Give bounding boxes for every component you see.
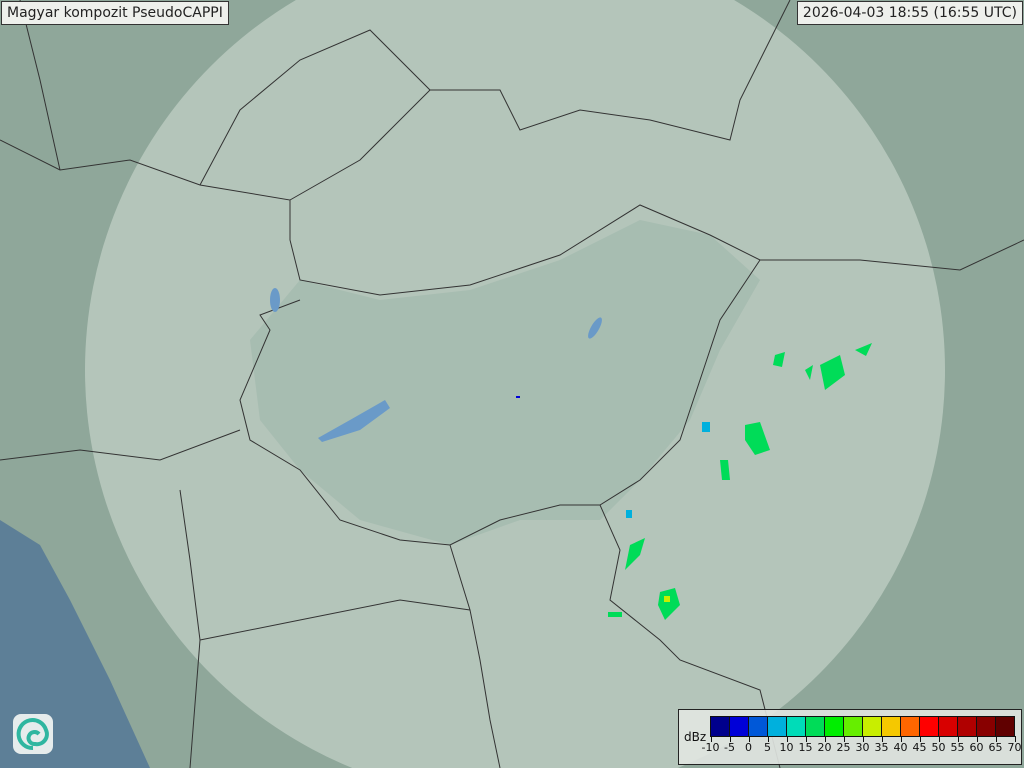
legend-swatch: [730, 717, 749, 736]
legend-swatch: [825, 717, 844, 736]
legend-tick-label: 60: [969, 741, 984, 754]
legend-tick: [938, 736, 940, 742]
legend-tick-label: 10: [779, 741, 794, 754]
legend-tick: [976, 736, 978, 742]
legend-tick: [995, 736, 997, 742]
legend-tick-label: 65: [988, 741, 1003, 754]
legend-tick: [824, 736, 826, 742]
legend-swatch: [920, 717, 939, 736]
legend-tick: [710, 736, 712, 742]
hungary-lowland: [250, 220, 760, 545]
legend-tick-label: 35: [874, 741, 889, 754]
radar-echoes: [516, 343, 872, 620]
legend-tick-label: 5: [764, 741, 771, 754]
legend-tick-label: 30: [855, 741, 870, 754]
legend-swatch: [863, 717, 882, 736]
legend-tick: [786, 736, 788, 742]
lake-balaton: [318, 400, 390, 442]
legend-tick-label: -5: [724, 741, 735, 754]
legend-tick-label: 40: [893, 741, 908, 754]
legend-tick: [900, 736, 902, 742]
legend-swatch: [958, 717, 977, 736]
legend-unit: dBz: [684, 730, 707, 744]
legend-tick: [748, 736, 750, 742]
adriatic-sea: [0, 520, 150, 768]
product-title: Magyar kompozit PseudoCAPPI: [1, 1, 229, 25]
legend-tick: [729, 736, 731, 742]
legend-tick-label: 0: [745, 741, 752, 754]
met-service-swirl-logo[interactable]: [13, 714, 53, 754]
legend-tick: [805, 736, 807, 742]
legend-swatch: [901, 717, 920, 736]
legend-tick: [919, 736, 921, 742]
legend-swatch: [977, 717, 996, 736]
legend-swatch: [787, 717, 806, 736]
legend-tick-label: 15: [798, 741, 813, 754]
legend-tick: [881, 736, 883, 742]
legend-swatch: [768, 717, 787, 736]
legend-swatch: [844, 717, 863, 736]
legend-swatch: [882, 717, 901, 736]
legend-tick-label: 70: [1007, 741, 1022, 754]
legend-tick: [862, 736, 864, 742]
legend-tick: [843, 736, 845, 742]
timestamp: 2026-04-03 18:55 (16:55 UTC): [796, 1, 1023, 25]
legend-tick: [957, 736, 959, 742]
legend-colorbar: [710, 716, 1015, 737]
dbz-legend: dBz -10 -5 0 5 10 15 20 25 30 35 40 45 50 55 60 65 70: [678, 709, 1022, 765]
legend-swatch: [939, 717, 958, 736]
legend-tick-label: 20: [817, 741, 832, 754]
legend-tick-label: -10: [701, 741, 720, 754]
legend-swatch: [806, 717, 825, 736]
legend-tick-label: 45: [912, 741, 927, 754]
legend-tick: [767, 736, 769, 742]
legend-swatch: [996, 717, 1014, 736]
legend-swatch: [711, 717, 730, 736]
legend-tick: [1014, 736, 1016, 742]
legend-swatch: [749, 717, 768, 736]
legend-tick-label: 55: [950, 741, 965, 754]
legend-tick-label: 50: [931, 741, 946, 754]
lakes: [270, 288, 602, 442]
legend-tick-label: 25: [836, 741, 851, 754]
